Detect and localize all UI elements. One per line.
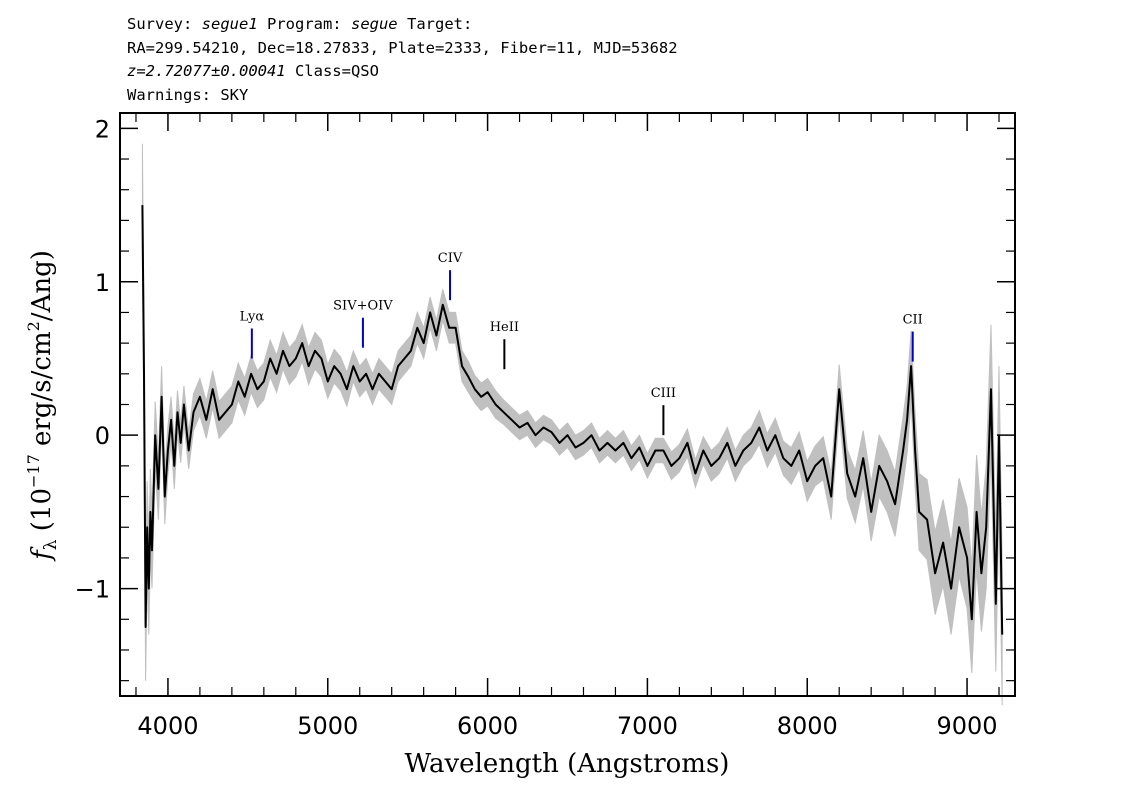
- spectrum-header: Survey: segue1 Program: segue Target: RA…: [127, 13, 678, 107]
- y-axis-title-units-exp: 2: [24, 321, 43, 331]
- x-tick-label: 6000: [457, 712, 518, 740]
- error-band-layer: [141, 143, 1003, 706]
- x-tick-label: 9000: [937, 712, 998, 740]
- redshift-value: z=2.72077±0.00041: [127, 62, 286, 80]
- y-tick-label: 0: [95, 422, 110, 450]
- x-tick-label: 7000: [617, 712, 678, 740]
- emission-line-layer: Lyα SIV+OIV CIV HeII CIII CII: [240, 251, 923, 436]
- y-axis-title-tail: /Ang): [27, 250, 57, 321]
- error-band: [141, 143, 1003, 706]
- plot-frame: [119, 112, 1016, 697]
- y-axis-title-main: (10: [27, 488, 57, 540]
- x-axis-title: Wavelength (Angstroms): [405, 749, 730, 779]
- emission-line-label: CII: [903, 313, 923, 328]
- flux-line: [141, 205, 1004, 635]
- header-line-survey: Survey: segue1 Program: segue Target:: [127, 13, 678, 37]
- header-line-coordinates: RA=299.54210, Dec=18.27833, Plate=2333, …: [127, 38, 678, 57]
- axis-ticks-layer: 4000 5000 6000 7000 8000 9000 −1 0 1 2: [75, 113, 1015, 740]
- survey-prefix: Survey:: [127, 15, 202, 33]
- y-axis-title-exp: −17: [24, 454, 43, 488]
- x-tick-label: 4000: [137, 712, 198, 740]
- x-tick-label: 5000: [297, 712, 358, 740]
- emission-line-label: Lyα: [240, 309, 265, 324]
- y-tick-label: 2: [95, 115, 110, 143]
- x-tick-label: 8000: [777, 712, 838, 740]
- y-axis-title-units: erg/s/cm: [27, 331, 57, 454]
- program-name: segue: [350, 15, 398, 33]
- y-tick-label: −1: [75, 576, 110, 604]
- class-value: Class=QSO: [285, 62, 379, 80]
- emission-line-label: CIV: [438, 251, 463, 266]
- y-axis-title-lambda: λ: [41, 539, 61, 550]
- header-line-redshift: z=2.72077±0.00041 Class=QSO: [127, 60, 678, 84]
- program-prefix: Program:: [257, 15, 351, 33]
- emission-line-label: CIII: [651, 386, 676, 401]
- flux-line-layer: [141, 205, 1004, 635]
- y-tick-label: 1: [95, 269, 110, 297]
- emission-line-label: SIV+OIV: [333, 299, 393, 314]
- header-line-warnings: Warnings: SKY: [127, 85, 249, 104]
- target-label: Target:: [397, 15, 473, 33]
- y-axis-title: fλ (10−17 erg/s/cm2/Ang): [24, 250, 61, 562]
- survey-name: segue1: [201, 15, 258, 33]
- emission-line-label: HeII: [490, 320, 519, 335]
